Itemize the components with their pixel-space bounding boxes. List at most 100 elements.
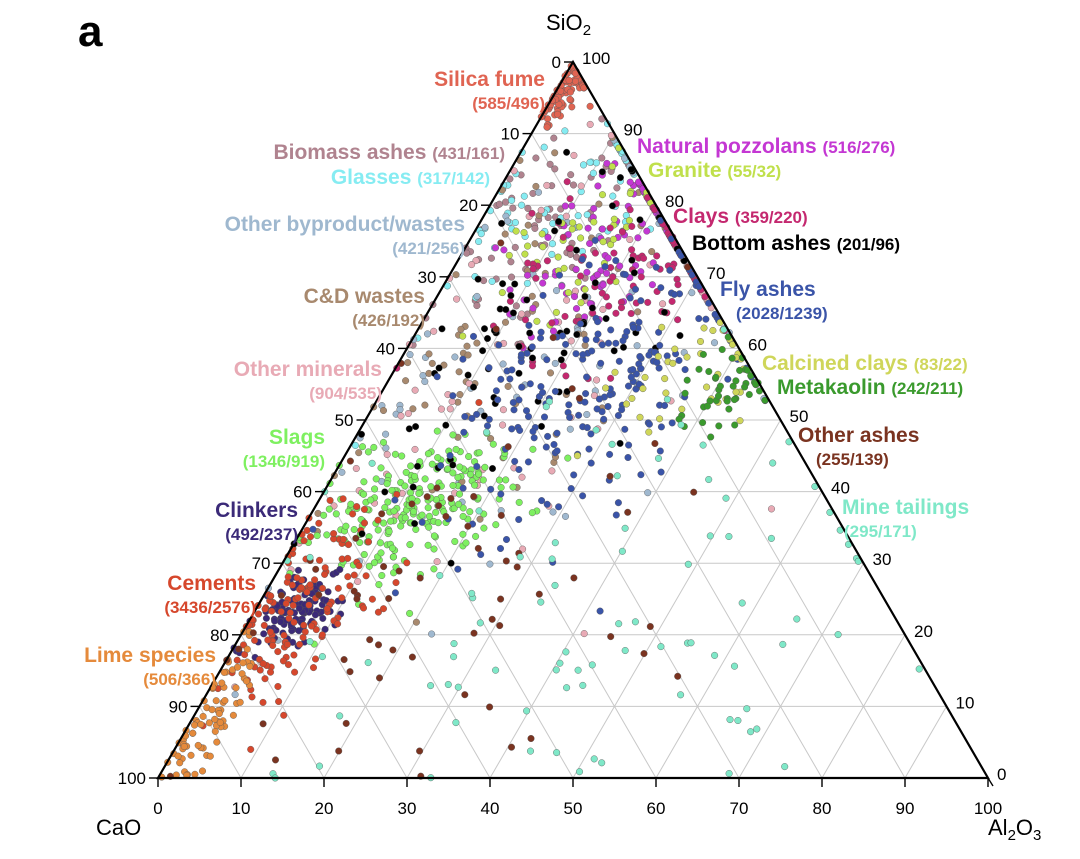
point-mine_tailings bbox=[306, 553, 314, 561]
point-cements bbox=[338, 594, 346, 602]
point-fly_ashes bbox=[663, 352, 671, 360]
point-mine_tailings bbox=[450, 640, 458, 648]
point-pozzolans bbox=[571, 293, 579, 301]
point-clays bbox=[605, 302, 613, 310]
point-metakaolin bbox=[681, 389, 689, 397]
point-calcined_clays bbox=[636, 413, 644, 421]
point-fly_ashes bbox=[653, 358, 661, 366]
point-slags bbox=[389, 544, 397, 552]
point-mine_tailings bbox=[663, 395, 671, 403]
point-other_ashes bbox=[259, 720, 267, 728]
point-pozzolans bbox=[550, 327, 558, 335]
point-granite bbox=[554, 253, 562, 261]
point-cd_wastes bbox=[547, 369, 555, 377]
point-calcined_clays bbox=[656, 415, 664, 423]
point-cements bbox=[334, 584, 342, 592]
point-lime bbox=[229, 711, 237, 719]
point-metakaolin bbox=[718, 346, 726, 354]
point-slags bbox=[466, 508, 474, 516]
point-other_ashes bbox=[474, 544, 482, 552]
point-fly_ashes bbox=[526, 380, 534, 388]
point-granite bbox=[524, 242, 532, 250]
point-cements bbox=[233, 656, 241, 664]
point-bottom_ashes bbox=[409, 483, 417, 491]
point-lime bbox=[238, 670, 246, 678]
point-glasses bbox=[574, 212, 582, 220]
point-mine_tailings bbox=[527, 747, 535, 755]
point-cements bbox=[247, 745, 255, 753]
category-count: (421/256) bbox=[392, 239, 465, 258]
grid-line-al2o3-80 bbox=[821, 634, 906, 779]
point-slags bbox=[313, 532, 321, 540]
point-other_ashes bbox=[497, 239, 505, 247]
category-label-other_ashes: Other ashes (255/139) bbox=[798, 424, 919, 469]
point-other_ashes bbox=[549, 334, 557, 342]
point-fly_ashes bbox=[627, 373, 635, 381]
point-calcined_clays bbox=[658, 323, 666, 331]
point-slags bbox=[380, 438, 388, 446]
point-cements bbox=[374, 516, 382, 524]
point-other_ashes bbox=[527, 735, 535, 743]
point-other_minerals bbox=[593, 376, 601, 384]
category-labels: Silica fume (585/496) Biomass ashes (431/1… bbox=[84, 68, 969, 689]
point-other_ashes bbox=[352, 534, 360, 542]
category-name: Metakaolin bbox=[777, 376, 891, 399]
point-clays bbox=[567, 244, 575, 252]
point-glasses bbox=[561, 127, 569, 135]
point-bottom_ashes bbox=[498, 219, 506, 227]
point-bottom_ashes bbox=[464, 371, 472, 379]
point-lime bbox=[213, 738, 221, 746]
point-fly_ashes bbox=[537, 383, 545, 391]
point-fly_ashes bbox=[551, 387, 559, 395]
tick-right-100 bbox=[572, 61, 579, 71]
point-bottom_ashes bbox=[414, 462, 422, 470]
point-fly_ashes bbox=[529, 427, 537, 435]
point-other_ashes bbox=[385, 595, 393, 603]
point-other_ashes bbox=[277, 591, 285, 599]
point-clays bbox=[562, 372, 570, 380]
point-slags bbox=[360, 478, 368, 486]
category-count: (295/171) bbox=[844, 522, 917, 541]
category-name: Other minerals bbox=[234, 358, 382, 381]
point-fly_ashes bbox=[655, 328, 663, 336]
point-fly_ashes bbox=[516, 426, 524, 434]
point-fly_ashes bbox=[666, 266, 674, 274]
point-other_byproduct bbox=[499, 360, 507, 368]
point-mine_tailings bbox=[722, 494, 730, 502]
tick-right-50 bbox=[779, 419, 787, 429]
point-fly_ashes bbox=[515, 516, 523, 524]
point-bottom_ashes bbox=[529, 354, 537, 362]
point-other_ashes bbox=[423, 493, 431, 501]
point-fly_ashes bbox=[485, 415, 493, 423]
point-pozzolans bbox=[586, 239, 594, 247]
point-lime bbox=[236, 698, 244, 706]
point-other_ashes bbox=[346, 457, 354, 465]
point-cd_wastes bbox=[456, 391, 464, 399]
point-other_ashes bbox=[389, 646, 397, 654]
point-cd_wastes bbox=[476, 515, 484, 523]
point-clinkers bbox=[260, 630, 268, 638]
point-cements bbox=[288, 581, 296, 589]
point-slags bbox=[497, 484, 505, 492]
point-biomass bbox=[598, 154, 606, 162]
point-fly_ashes bbox=[581, 398, 589, 406]
point-fly_ashes bbox=[492, 387, 500, 395]
point-cements bbox=[346, 582, 354, 590]
point-other_ashes bbox=[575, 394, 583, 402]
point-fly_ashes bbox=[556, 271, 564, 279]
point-lime bbox=[215, 710, 223, 718]
point-slags bbox=[449, 431, 457, 439]
point-slags bbox=[480, 524, 488, 532]
point-cements bbox=[279, 657, 287, 665]
grid-line-al2o3-50 bbox=[572, 419, 781, 779]
point-mine_tailings bbox=[368, 459, 376, 467]
point-cd_wastes bbox=[428, 359, 436, 367]
point-other_ashes bbox=[378, 510, 386, 518]
category-label-clays: Clays (359/220) bbox=[673, 205, 808, 228]
point-fly_ashes bbox=[473, 463, 481, 471]
point-slags bbox=[430, 565, 438, 573]
point-fly_ashes bbox=[543, 500, 551, 508]
point-bottom_ashes bbox=[499, 280, 507, 288]
category-count: (585/496) bbox=[472, 94, 545, 113]
point-bottom_ashes bbox=[563, 327, 571, 335]
